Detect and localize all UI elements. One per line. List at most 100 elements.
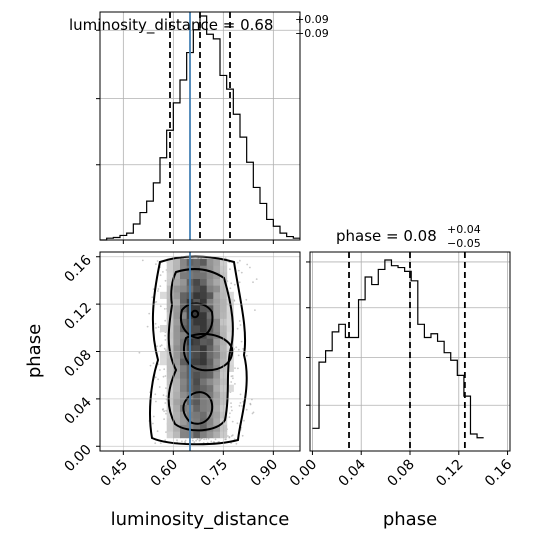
scatter-point	[152, 422, 154, 425]
density-cell	[180, 271, 188, 280]
density-cell	[180, 265, 188, 273]
scatter-point	[237, 354, 240, 357]
density-cell	[173, 291, 181, 299]
density-cell	[166, 338, 174, 346]
density-cell	[180, 358, 188, 366]
density-cell	[173, 351, 181, 359]
scatter-point	[238, 281, 241, 284]
scatter-point	[152, 288, 155, 290]
density-cell	[180, 391, 188, 399]
scatter-point	[163, 368, 166, 371]
density-cell	[166, 371, 174, 379]
density-cell	[226, 325, 234, 333]
density-cell	[173, 338, 181, 346]
contour-inner-middle	[183, 332, 234, 372]
density-cell	[180, 258, 188, 266]
density-cell	[173, 265, 181, 273]
density-cell	[180, 291, 188, 299]
density-cell	[206, 298, 214, 306]
scatter-point	[155, 327, 157, 329]
density-cell	[173, 371, 181, 379]
scatter-point	[230, 442, 233, 444]
scatter-point	[159, 305, 162, 308]
density-cell	[206, 417, 214, 425]
scatter-point	[235, 442, 238, 445]
density-cell	[226, 384, 234, 392]
density-cell	[166, 305, 174, 313]
density-cell	[166, 391, 174, 399]
phase-histogram-panel: 0.00 0.04 0.08 0.12 0.16 phase = 0.08 +0.04 …	[287, 223, 516, 530]
density-cell	[193, 271, 201, 280]
scatter-point	[158, 386, 161, 388]
scatter-point	[254, 309, 256, 311]
scatter-point	[249, 266, 251, 269]
scatter-point	[152, 362, 155, 365]
density-cell	[193, 318, 201, 326]
density-cell	[206, 371, 214, 379]
density-cell	[200, 311, 208, 319]
density-cell	[206, 311, 214, 319]
scatter-point	[231, 409, 233, 412]
scatter-point	[163, 410, 166, 413]
scatter-point	[206, 441, 209, 444]
density-cell	[206, 265, 214, 273]
scatter-point	[164, 319, 167, 322]
scatter-point	[162, 394, 165, 397]
density-cell	[200, 378, 208, 386]
phase-title-minus: −0.05	[447, 237, 481, 250]
density-cell	[193, 338, 201, 346]
scatter-point	[198, 439, 201, 442]
density-cell	[173, 344, 181, 353]
scatter-point	[205, 438, 208, 441]
scatter-point	[242, 348, 245, 350]
density-cell	[200, 424, 208, 432]
scatter-point	[163, 308, 166, 310]
scatter-point	[160, 344, 163, 346]
density-cell	[173, 311, 181, 319]
scatter-point	[152, 415, 155, 418]
density-cell	[180, 338, 188, 346]
density-cell	[173, 404, 181, 412]
scatter-point	[240, 271, 243, 274]
joint-y-axis-label: phase	[24, 324, 45, 378]
density-cell	[193, 404, 201, 412]
scatter-point	[159, 285, 162, 287]
contour-core	[190, 309, 200, 319]
scatter-point	[163, 347, 166, 350]
density-cell	[200, 298, 208, 306]
scatter-point	[141, 259, 144, 262]
scatter-point	[245, 408, 248, 411]
scatter-point	[230, 375, 233, 378]
scatter-point	[165, 349, 167, 352]
scatter-point	[230, 402, 232, 404]
density-cell	[173, 378, 181, 386]
contour-outer	[149, 255, 248, 446]
scatter-point	[228, 436, 231, 438]
scatter-point	[238, 320, 241, 322]
scatter-point	[237, 269, 240, 272]
density-cell	[193, 278, 201, 286]
density-cell	[193, 391, 201, 399]
density-cell	[213, 397, 221, 406]
scatter-point	[229, 412, 231, 415]
scatter-point	[249, 403, 252, 406]
scatter-point	[157, 378, 160, 381]
density-cell	[206, 285, 214, 293]
density-cell	[173, 305, 181, 313]
density-cell	[173, 411, 181, 419]
density-cell	[166, 424, 174, 432]
density-cell	[200, 291, 208, 299]
scatter-point	[232, 377, 234, 380]
density-cell	[213, 351, 221, 359]
density-cell	[173, 331, 181, 339]
density-cell	[213, 431, 221, 439]
ld-title-plus: +0.09	[295, 13, 329, 26]
density-cell	[166, 265, 174, 273]
density-cell	[180, 397, 188, 406]
density-cell	[166, 431, 174, 439]
scatter-point	[200, 437, 203, 440]
density-cell	[200, 305, 208, 313]
scatter-point	[245, 354, 248, 357]
density-cell	[200, 397, 208, 406]
density-cell	[213, 424, 221, 432]
